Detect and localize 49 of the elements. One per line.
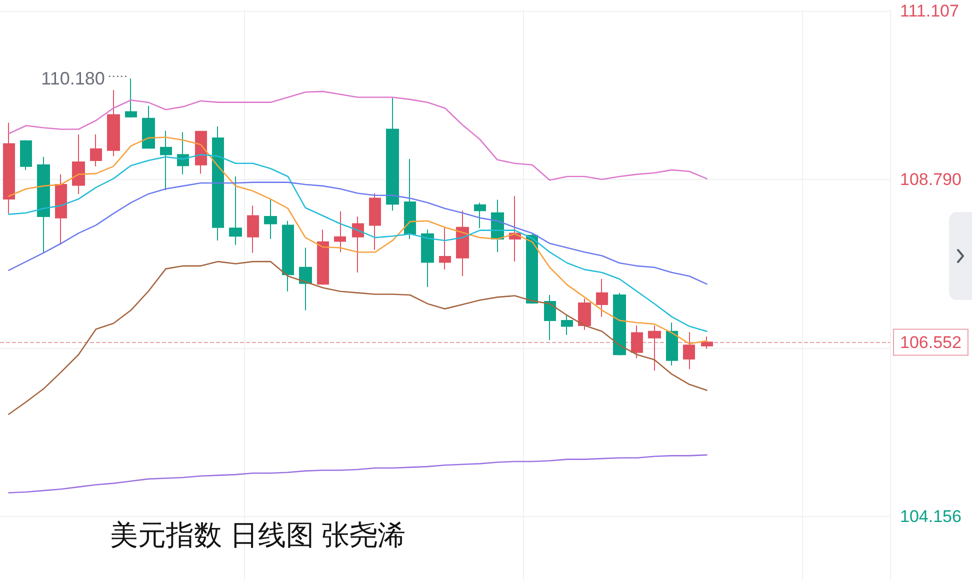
candlestick (456, 210, 469, 277)
candlestick (386, 97, 399, 212)
candlestick (247, 205, 259, 254)
candlestick (613, 292, 626, 356)
candlestick (334, 210, 346, 253)
candlestick (421, 229, 434, 288)
candlestick (701, 336, 713, 350)
line-series (8, 260, 708, 415)
candlestick (352, 216, 364, 273)
candlestick (631, 325, 643, 359)
candlestick (666, 322, 678, 366)
candlestick (55, 174, 67, 246)
candlestick (317, 229, 329, 285)
candlestick (177, 132, 189, 175)
candlestick (3, 122, 15, 214)
candlestick (299, 247, 312, 311)
y-tick-label: 108.790 (900, 170, 962, 189)
candlestick (544, 294, 556, 341)
candlestick (578, 298, 591, 330)
candlestick (160, 130, 172, 191)
annotation: 110.180 (41, 68, 105, 88)
candlestick (195, 130, 207, 174)
candlestick (72, 134, 85, 194)
candlestick (596, 278, 608, 318)
text: 美元指数 日线图 张尧浠 (110, 520, 406, 550)
candlestick (107, 89, 120, 157)
y-tick-label: 104.156 (900, 506, 962, 526)
candlestick (212, 126, 224, 241)
candlestick (20, 140, 32, 170)
candlestick (142, 105, 155, 149)
line-series (8, 182, 708, 285)
candlestick (526, 233, 538, 304)
line-series (8, 454, 708, 494)
candlestick (125, 78, 137, 118)
candlestick (561, 314, 573, 336)
candlestick (369, 192, 381, 250)
y-tick-label: 111.107 (900, 1, 959, 20)
candlestick (90, 134, 102, 167)
line-series (8, 90, 708, 181)
candlestick (229, 176, 242, 246)
candlestick (683, 332, 695, 370)
candlestick (648, 325, 661, 372)
candlestick (37, 156, 50, 254)
ref-line-label: 106.552 (900, 332, 962, 352)
candlestick (439, 226, 451, 270)
candlestick (474, 202, 486, 229)
candlestick (282, 220, 294, 292)
candlestick (404, 158, 416, 240)
candlestick (264, 198, 277, 240)
